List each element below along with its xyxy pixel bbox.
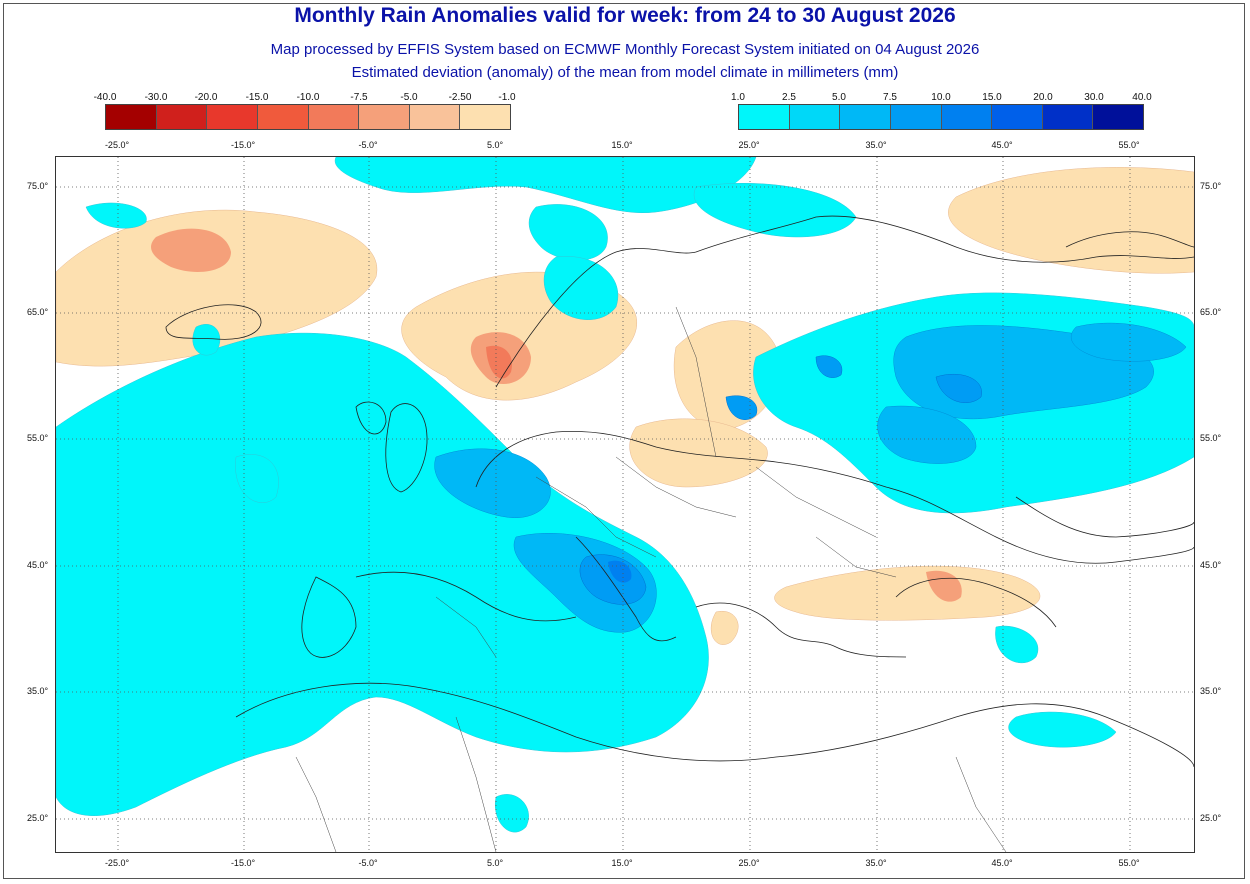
neg-tick: -10.0 xyxy=(296,92,320,103)
lon-label-bottom: 15.0° xyxy=(611,858,633,868)
positive-anomaly-areas xyxy=(56,157,1194,833)
pos-tick: 30.0 xyxy=(1084,92,1104,103)
negative-anomaly-colorbar xyxy=(105,104,511,130)
country-borders xyxy=(295,306,1007,852)
neg-swatch-4 xyxy=(257,105,309,129)
lat-label-right: 65.0° xyxy=(1200,307,1222,317)
lon-label-bottom: -25.0° xyxy=(104,858,130,868)
pos-swatch-7 xyxy=(1042,105,1094,129)
pos-tick: 2.5 xyxy=(782,92,796,103)
lat-label-right: 55.0° xyxy=(1200,433,1222,443)
lon-label-bottom: 45.0° xyxy=(991,858,1013,868)
pos-swatch-4 xyxy=(890,105,942,129)
neg-tick: -7.5 xyxy=(350,92,368,103)
lon-label-top: 15.0° xyxy=(611,140,633,150)
lon-label-bottom: 35.0° xyxy=(865,858,887,868)
neg-tick: -2.50 xyxy=(448,92,472,103)
lon-label-top: 35.0° xyxy=(865,140,887,150)
pos-tick: 10.0 xyxy=(931,92,951,103)
anomaly-map xyxy=(55,156,1195,853)
lat-label-left: 55.0° xyxy=(27,433,49,443)
strong-positive-anomaly-areas xyxy=(579,355,982,605)
neg-tick: -30.0 xyxy=(144,92,168,103)
map-title: Monthly Rain Anomalies valid for week: f… xyxy=(294,4,956,27)
lon-label-bottom: 25.0° xyxy=(738,858,760,868)
lat-label-left: 25.0° xyxy=(27,813,49,823)
neg-swatch-2 xyxy=(156,105,208,129)
neg-tick: -1.0 xyxy=(498,92,516,103)
neg-swatch-8 xyxy=(460,105,510,129)
neg-tick: -20.0 xyxy=(194,92,218,103)
map-subtitle-units: Estimated deviation (anomaly) of the mea… xyxy=(351,64,899,81)
figure-frame xyxy=(3,3,1245,879)
neg-tick: -15.0 xyxy=(245,92,269,103)
lat-label-left: 35.0° xyxy=(27,686,49,696)
pos-swatch-2 xyxy=(789,105,841,129)
lat-label-right: 75.0° xyxy=(1200,181,1222,191)
pos-swatch-8 xyxy=(1093,105,1143,129)
lat-label-left: 45.0° xyxy=(27,560,49,570)
pos-swatch-5 xyxy=(941,105,993,129)
pos-tick: 15.0 xyxy=(982,92,1002,103)
lat-label-left: 65.0° xyxy=(27,307,49,317)
lon-label-top: 55.0° xyxy=(1118,140,1140,150)
neg-swatch-3 xyxy=(207,105,258,129)
lon-label-bottom: -5.0° xyxy=(358,858,378,868)
map-subtitle-source: Map processed by EFFIS System based on E… xyxy=(270,41,980,58)
very-strong-positive-anomaly-areas xyxy=(608,560,632,583)
neg-swatch-5 xyxy=(308,105,360,129)
lon-label-top: -15.0° xyxy=(230,140,256,150)
lon-label-top: 25.0° xyxy=(738,140,760,150)
pos-tick: 7.5 xyxy=(883,92,897,103)
neg-swatch-7 xyxy=(409,105,461,129)
lon-label-bottom: 55.0° xyxy=(1118,858,1140,868)
lon-label-top: 5.0° xyxy=(486,140,504,150)
neg-swatch-1 xyxy=(106,105,157,129)
coastlines xyxy=(165,215,1194,768)
pos-swatch-1 xyxy=(739,105,790,129)
lat-label-right: 25.0° xyxy=(1200,813,1222,823)
pos-tick: 20.0 xyxy=(1033,92,1053,103)
lat-label-right: 45.0° xyxy=(1200,560,1222,570)
lon-label-top: -5.0° xyxy=(358,140,378,150)
pos-swatch-3 xyxy=(840,105,891,129)
strong-negative-anomaly-areas xyxy=(56,228,962,682)
neg-swatch-6 xyxy=(359,105,410,129)
pos-tick: 5.0 xyxy=(832,92,846,103)
lon-label-top: -25.0° xyxy=(104,140,130,150)
lon-label-bottom: 5.0° xyxy=(486,858,504,868)
lat-label-left: 75.0° xyxy=(27,181,49,191)
pos-tick: 1.0 xyxy=(731,92,745,103)
neg-tick: -5.0 xyxy=(400,92,418,103)
pos-tick: 40.0 xyxy=(1132,92,1152,103)
lon-label-top: 45.0° xyxy=(991,140,1013,150)
graticule xyxy=(56,157,1194,852)
severe-negative-anomaly-areas xyxy=(486,345,512,379)
lat-label-right: 35.0° xyxy=(1200,686,1222,696)
positive-anomaly-colorbar xyxy=(738,104,1144,130)
lon-label-bottom: -15.0° xyxy=(230,858,256,868)
pos-swatch-6 xyxy=(992,105,1043,129)
neg-tick: -40.0 xyxy=(93,92,117,103)
